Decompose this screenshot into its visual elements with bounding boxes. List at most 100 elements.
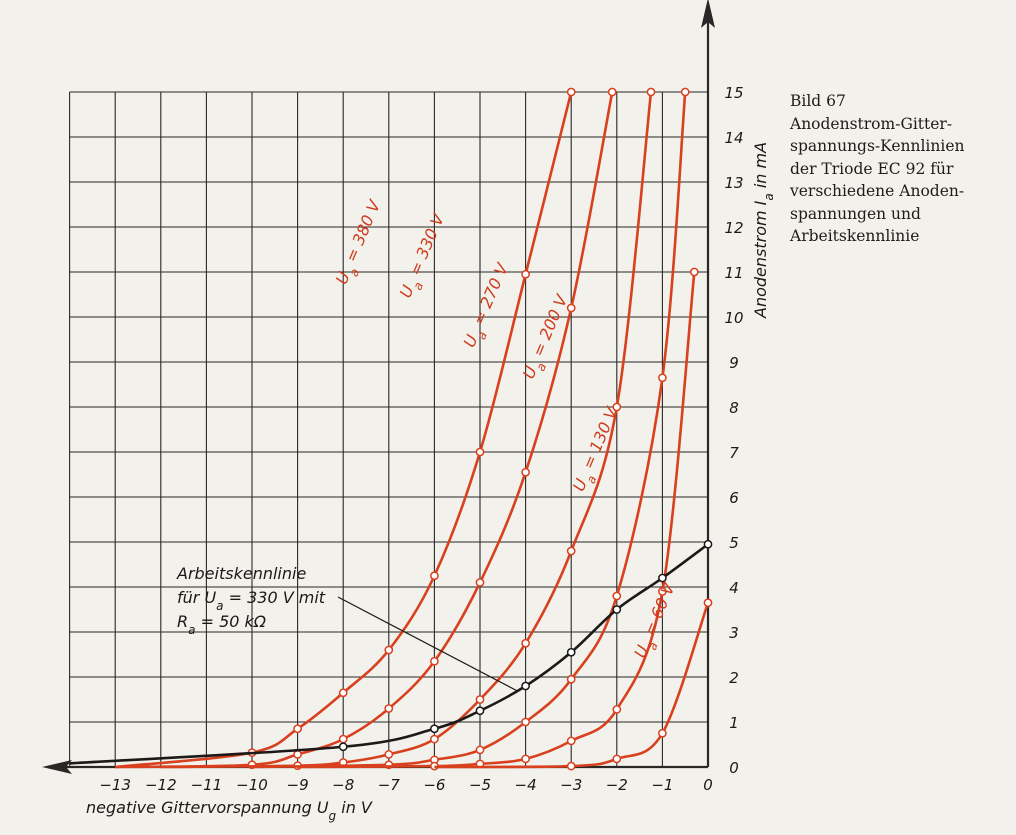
work-line-annotation: Ra = 50 kΩ [177,612,267,637]
data-point [612,402,622,412]
work-point [566,647,576,657]
curve-label: Ua = 60 V [630,579,684,663]
x-axis-title: negative Gittervorspannung Ug in V [86,798,373,823]
figure-caption: Bild 67 Anodenstrom-Gitter- spannungs-Ke… [790,90,1010,248]
data-point [646,87,656,97]
y-tick-label: 0 [729,759,739,777]
data-point [430,571,439,581]
y-tick-label: 15 [724,84,743,102]
work-point [475,706,485,716]
y-tick-label: 13 [724,174,743,192]
data-point [338,688,348,698]
y-tick-label: 10 [724,309,743,327]
y-tick-label: 9 [729,354,739,372]
labels: Ua = 380 VUa = 330 VUa = 270 VUa = 200 V… [86,142,776,823]
y-tick-label: 12 [724,219,743,237]
data-point [475,578,485,587]
data-point [566,761,576,771]
data-point [338,734,348,744]
data-point [430,734,439,744]
work-point [658,573,667,583]
data-point [612,705,622,714]
x-tick-label: −5 [469,776,491,794]
y-axis-title: Anodenstrom Ia in mA [751,142,776,319]
y-axis-arrow [701,0,715,28]
data-point [430,656,439,666]
data-point [658,728,667,738]
caption-line: spannungs-Kennlinien [790,137,965,155]
data-point [293,724,302,734]
data-point [521,754,530,764]
y-tick-label: 7 [729,444,739,462]
work-line-annotation: Arbeitskennlinie [176,564,306,583]
data-point [566,674,576,684]
x-tick-label: −3 [560,776,582,794]
data-point [521,638,530,648]
annotation-leader [337,596,517,692]
data-point [293,750,302,759]
caption-line: der Triode EC 92 für [790,159,954,178]
data-point [521,269,530,279]
series-curves [115,87,713,771]
work-point [703,539,713,549]
data-point [689,267,699,277]
data-point [658,587,667,596]
x-tick-label: −1 [651,776,673,794]
work-point [521,681,530,691]
data-point [475,745,485,755]
data-point [612,754,622,764]
y-tick-label: 11 [724,264,743,282]
y-tick-label: 3 [729,624,739,642]
work-point [338,742,348,752]
data-point [521,717,530,727]
x-tick-label: −4 [515,776,537,794]
caption-line: Arbeitskennlinie [790,227,920,245]
x-tick-label: −8 [332,776,354,794]
x-axis-arrow [42,760,72,774]
curve-label: Ua = 200 V [519,291,577,384]
series-line [160,91,653,769]
data-point [566,87,576,97]
data-point [703,598,713,608]
x-tick-label: −6 [423,776,445,794]
x-tick-label: −10 [236,776,268,794]
series-line [115,91,614,769]
curve-label: Ua = 330 V [396,210,454,303]
y-tick-label: 5 [729,534,739,552]
x-tick-label: −2 [606,776,628,794]
y-tick-label: 1 [729,714,739,732]
y-tick-label: 8 [729,399,739,417]
caption-line: spannungen und [790,204,921,223]
data-point [475,695,485,704]
x-tick-label: −13 [99,776,131,794]
work-line-group [69,539,713,765]
y-tick-label: 4 [729,579,739,597]
data-point [680,87,690,97]
y-tick-label: 2 [729,669,739,687]
data-point [612,591,622,601]
series-line [297,271,696,769]
work-line-annotation: für Ua = 330 V mit [177,588,326,613]
y-tick-label: 14 [724,129,743,147]
data-point [384,704,394,713]
caption-line: Anodenstrom-Gitter- [790,114,953,133]
figure-number: Bild 67 [790,92,846,110]
data-point [658,373,667,383]
data-point [475,447,485,457]
data-point [384,645,394,655]
x-tick-label: −9 [287,776,309,794]
caption-line: verschiedene Anoden- [790,182,965,200]
work-point [612,605,622,614]
data-point [384,750,394,759]
work-point [430,724,439,734]
data-point [566,303,576,313]
data-point [566,546,576,556]
data-point [521,467,530,477]
work-line [69,543,709,765]
data-point [566,736,576,746]
x-tick-label: −7 [378,776,401,794]
curve-label: Ua = 380 V [332,197,390,290]
x-tick-label: −11 [191,776,223,794]
data-point [607,87,617,97]
